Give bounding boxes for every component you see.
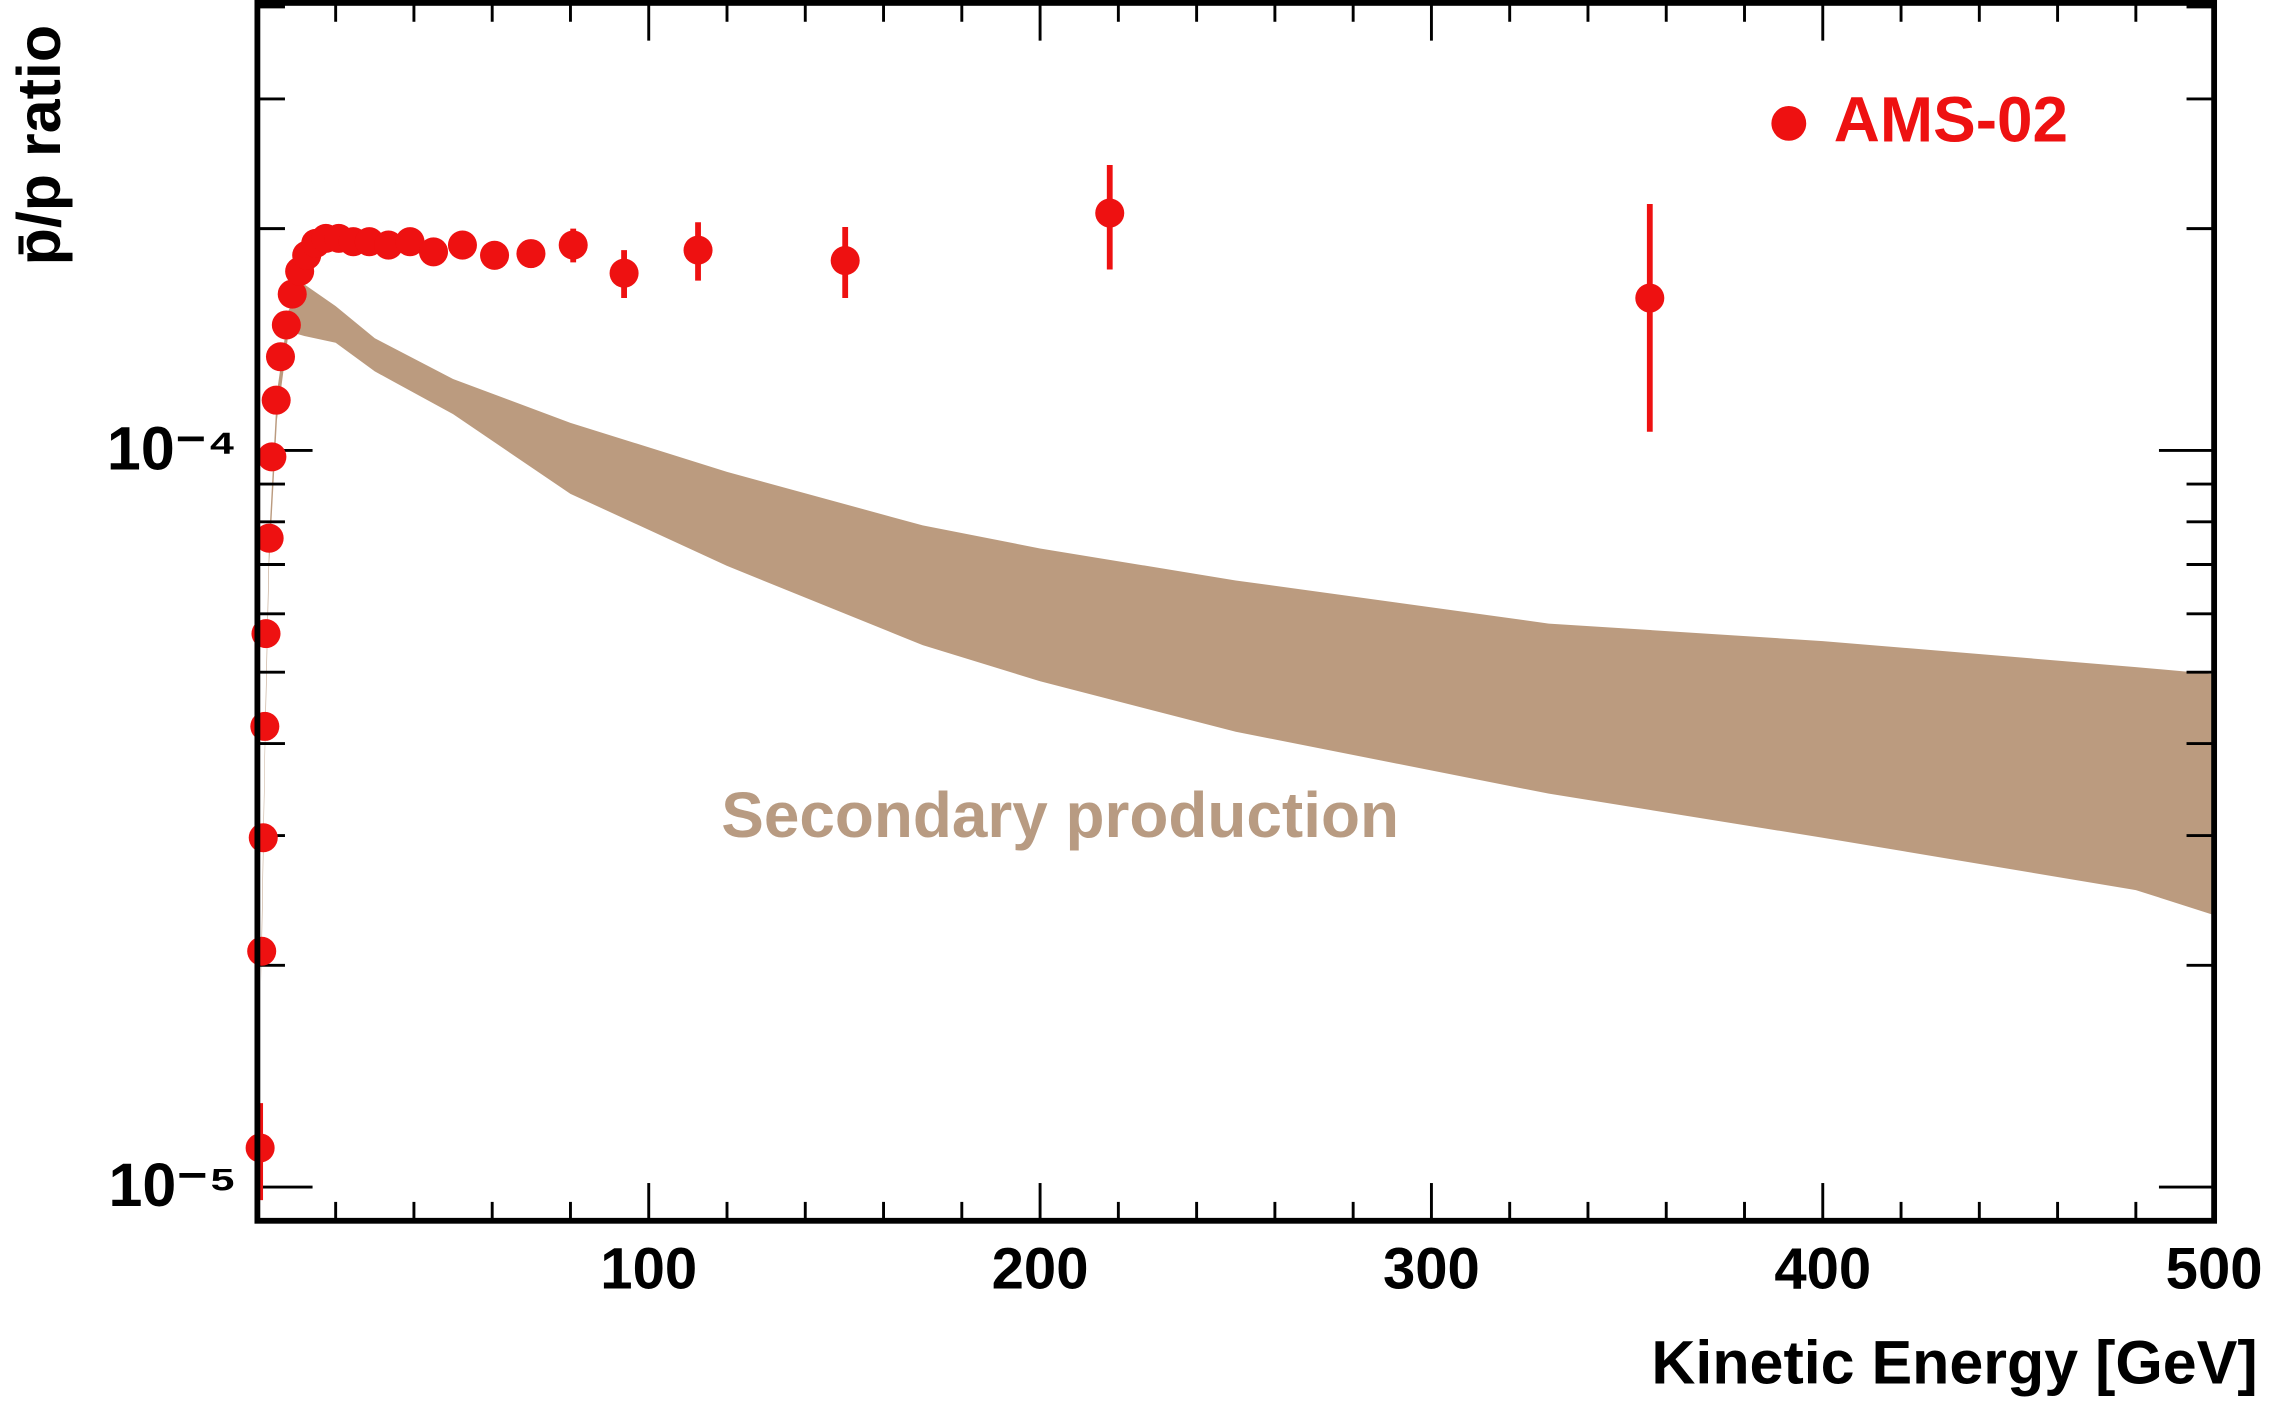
data-point	[516, 239, 546, 269]
data-point	[265, 342, 295, 372]
data-point	[271, 310, 301, 340]
x-tick-label: 300	[1383, 1236, 1480, 1301]
data-point	[683, 235, 713, 265]
data-point	[609, 258, 639, 288]
x-axis-label: Kinetic Energy [GeV]	[1651, 1328, 2257, 1396]
data-point	[447, 230, 477, 260]
data-point	[247, 936, 277, 966]
legend-label: AMS-02	[1834, 84, 2068, 156]
data-point	[1635, 283, 1665, 313]
data-point	[558, 230, 588, 260]
data-point	[373, 230, 404, 260]
data-point	[480, 240, 510, 270]
data-point	[248, 823, 278, 853]
data-point	[830, 246, 860, 276]
data-point	[1095, 198, 1125, 228]
x-tick-label: 400	[1774, 1236, 1871, 1301]
data-point	[254, 523, 284, 553]
y-tick-label: 10⁻⁵	[108, 1151, 237, 1219]
data-point	[418, 237, 449, 267]
y-axis-label: p̄/p ratio	[5, 25, 73, 265]
legend-marker	[1771, 105, 1807, 141]
x-tick-label: 100	[600, 1236, 697, 1301]
data-point	[395, 227, 425, 257]
x-tick-label: 500	[2166, 1236, 2263, 1301]
y-tick-label: 10⁻⁴	[107, 414, 237, 482]
data-point	[261, 385, 291, 415]
band	[261, 284, 2215, 982]
data-point	[257, 442, 287, 472]
plot-frame	[254, 0, 2218, 1224]
data-point	[277, 279, 307, 309]
band-label: Secondary production	[721, 779, 1399, 851]
x-tick-label: 200	[992, 1236, 1089, 1301]
